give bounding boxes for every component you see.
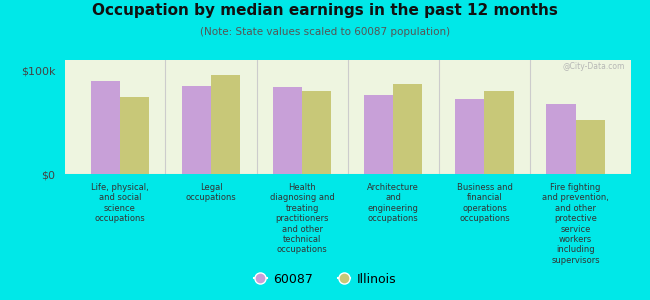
Bar <box>302 91 332 174</box>
Text: (Note: State values scaled to 60087 population): (Note: State values scaled to 60087 popu… <box>200 27 450 37</box>
Bar <box>91 81 120 174</box>
Bar <box>484 91 514 174</box>
Bar <box>364 95 393 174</box>
Bar <box>576 120 604 174</box>
Bar <box>211 74 240 174</box>
Bar <box>273 87 302 174</box>
Bar <box>393 84 422 174</box>
Bar <box>455 99 484 174</box>
Bar <box>547 103 576 174</box>
Bar <box>120 97 149 174</box>
Text: @City-Data.com: @City-Data.com <box>562 62 625 71</box>
Text: Occupation by median earnings in the past 12 months: Occupation by median earnings in the pas… <box>92 3 558 18</box>
Legend: 60087, Illinois: 60087, Illinois <box>249 268 401 291</box>
Bar <box>182 86 211 174</box>
